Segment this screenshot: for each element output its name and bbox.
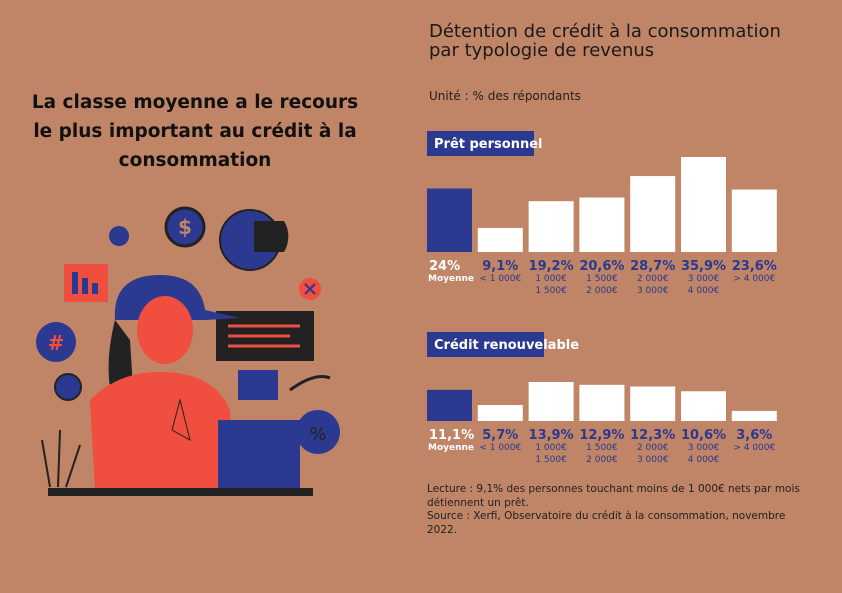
category-label: 2 000€ xyxy=(637,443,669,453)
value-label: 12,3% xyxy=(630,428,675,443)
bar xyxy=(477,227,523,252)
bar xyxy=(731,189,777,252)
svg-text:#: # xyxy=(48,331,65,355)
bar xyxy=(630,176,676,252)
bar xyxy=(731,410,777,421)
notes: Lecture : 9,1% des personnes touchant mo… xyxy=(427,483,817,537)
category-label: > 4 000€ xyxy=(733,274,775,284)
bar xyxy=(528,201,574,252)
value-label: 12,9% xyxy=(579,428,624,443)
category-label: 1 500€ xyxy=(535,286,567,296)
panel-badge xyxy=(427,332,544,357)
bar xyxy=(681,391,726,421)
bar xyxy=(630,386,676,421)
bar xyxy=(579,384,625,421)
value-label: 5,7% xyxy=(482,428,518,443)
category-label: > 4 000€ xyxy=(733,443,775,453)
value-label: 35,9% xyxy=(681,259,726,274)
category-label: Moyenne xyxy=(428,274,474,284)
illustration: $ # % xyxy=(36,206,340,496)
chart-title: Détention de crédit à la consommation pa… xyxy=(429,21,781,61)
category-label: 1 000€ xyxy=(535,274,567,284)
panel-badge xyxy=(427,131,534,156)
category-label: 1 500€ xyxy=(586,443,618,453)
value-label: 19,2% xyxy=(529,259,574,274)
category-label: 1 500€ xyxy=(586,274,618,284)
svg-text:$: $ xyxy=(178,215,192,239)
value-label: 24% xyxy=(429,259,460,274)
bar xyxy=(579,197,625,252)
category-label: < 1 000€ xyxy=(479,443,521,453)
category-label: 2 000€ xyxy=(637,274,669,284)
headline: La classe moyenne a le recours le plus i… xyxy=(31,92,359,171)
category-label: 3 000€ xyxy=(637,286,669,296)
subtitle: Unité : % des répondants xyxy=(429,89,581,103)
bar xyxy=(681,157,726,252)
category-label: 1 000€ xyxy=(535,443,567,453)
value-label: 20,6% xyxy=(579,259,624,274)
svg-text:%: % xyxy=(309,424,326,445)
value-label: 9,1% xyxy=(482,259,518,274)
category-label: 2 000€ xyxy=(586,286,618,296)
value-label: 23,6% xyxy=(732,259,777,274)
value-label: 3,6% xyxy=(736,428,772,443)
panel-title: Crédit renouvelable xyxy=(434,338,579,353)
category-label: 4 000€ xyxy=(688,455,720,465)
value-label: 10,6% xyxy=(681,428,726,443)
note: Lecture : 9,1% des personnes touchant mo… xyxy=(427,483,800,509)
category-label: 4 000€ xyxy=(688,286,720,296)
bar xyxy=(427,188,472,252)
note: Source : Xerfi, Observatoire du crédit à… xyxy=(427,510,786,536)
value-label: 28,7% xyxy=(630,259,675,274)
category-label: 3 000€ xyxy=(688,443,720,453)
bar xyxy=(427,389,472,421)
value-label: 11,1% xyxy=(429,428,474,443)
category-label: 3 000€ xyxy=(637,455,669,465)
panel-title: Prêt personnel xyxy=(434,137,542,152)
bar xyxy=(528,382,574,421)
category-label: 2 000€ xyxy=(586,455,618,465)
category-label: < 1 000€ xyxy=(479,274,521,284)
value-label: 13,9% xyxy=(529,428,574,443)
category-label: 1 500€ xyxy=(535,455,567,465)
bar xyxy=(477,405,523,421)
category-label: Moyenne xyxy=(428,443,474,453)
category-label: 3 000€ xyxy=(688,274,720,284)
